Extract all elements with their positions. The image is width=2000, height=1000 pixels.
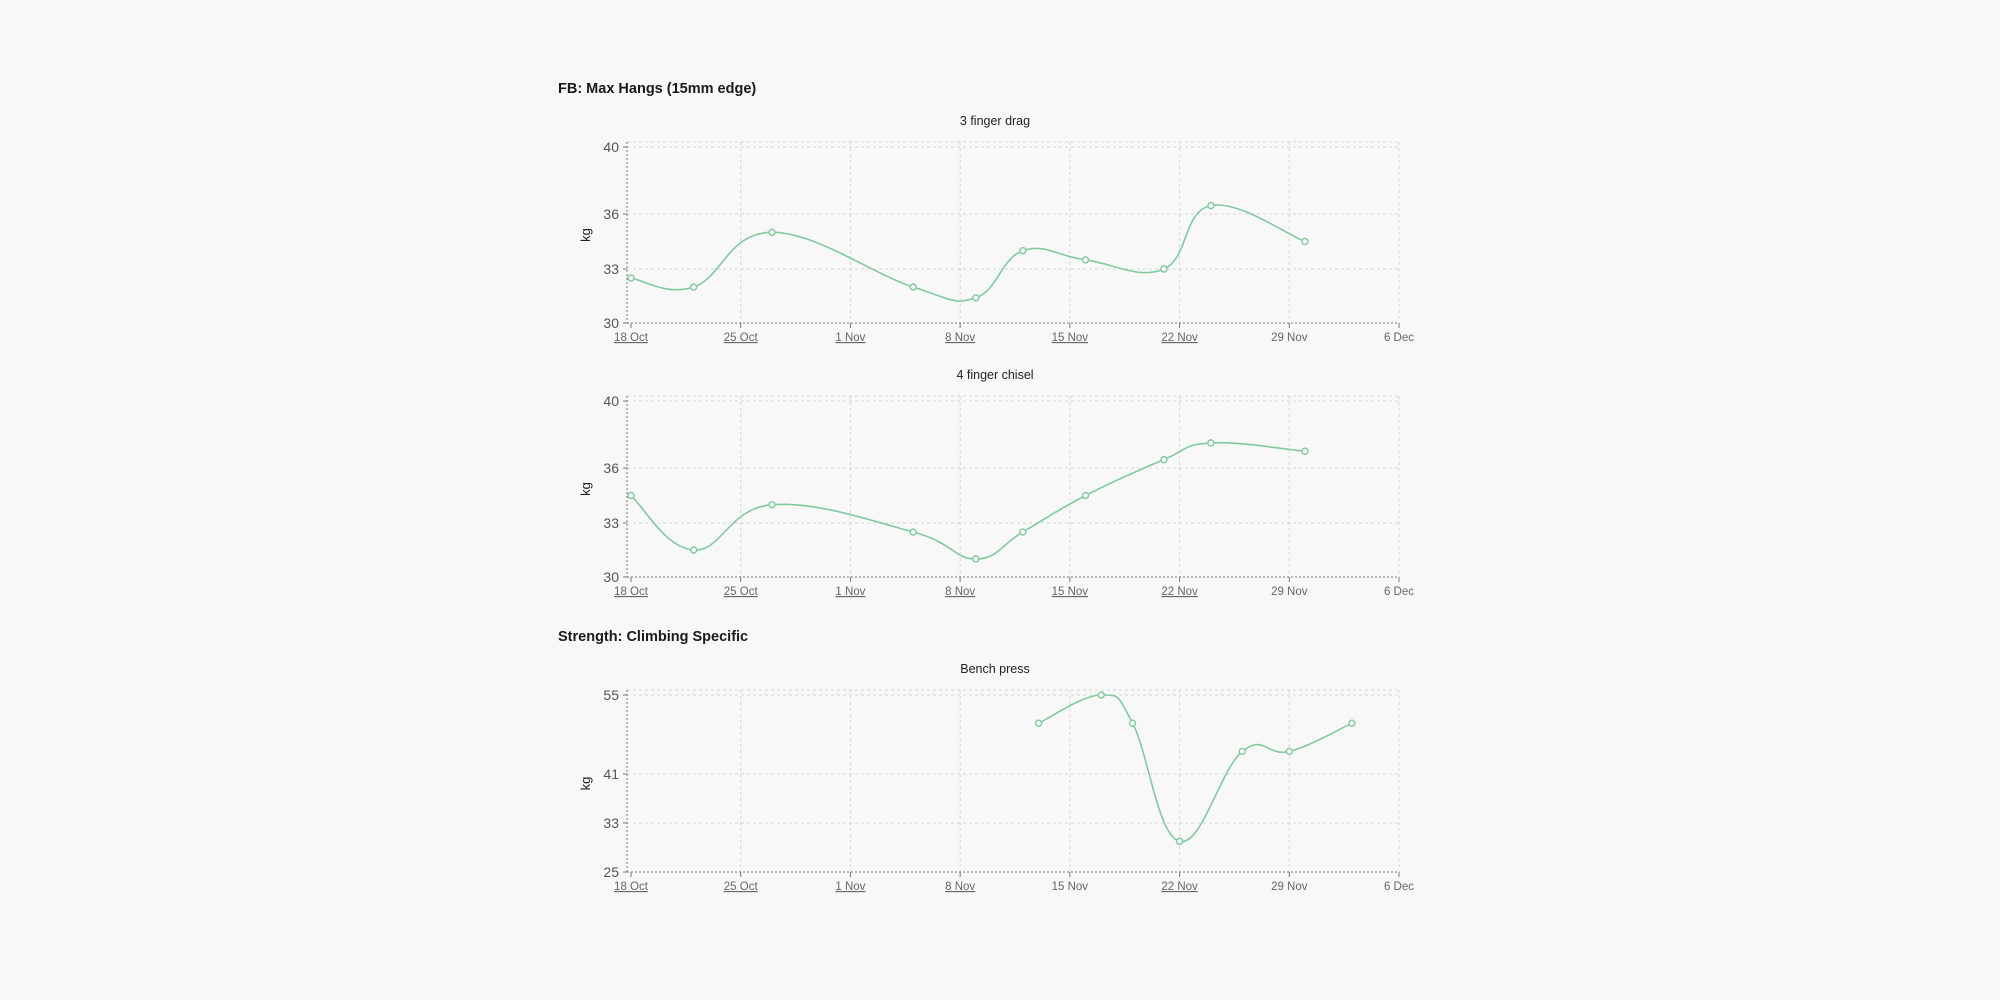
data-point[interactable] <box>972 555 980 563</box>
data-point[interactable] <box>1301 447 1309 455</box>
data-point[interactable] <box>627 274 635 282</box>
data-point[interactable] <box>1207 201 1215 210</box>
chart-4-finger-chisel: 4 finger chisel kg 30 33 36 40 18 Oct 25 Oct 1 N… <box>578 368 1414 598</box>
y-tick-label: 40 <box>603 393 619 409</box>
chart-title: 3 finger drag <box>960 114 1030 128</box>
x-tick-label[interactable]: 8 Nov <box>945 332 975 344</box>
x-tick-label[interactable]: 8 Nov <box>945 586 975 598</box>
y-tick-label: 36 <box>603 206 619 222</box>
x-tick-label: 6 Dec <box>1384 332 1414 344</box>
data-point[interactable] <box>1175 837 1184 846</box>
data-point[interactable] <box>1301 237 1309 246</box>
x-tick-label[interactable]: 22 Nov <box>1161 586 1198 598</box>
x-tick-label[interactable]: 22 Nov <box>1161 332 1198 344</box>
data-point[interactable] <box>909 283 917 291</box>
x-tick-label: 29 Nov <box>1271 586 1308 598</box>
x-tick-label: 29 Nov <box>1271 881 1308 893</box>
x-tick-label[interactable]: 18 Oct <box>614 881 649 893</box>
data-point[interactable] <box>1081 491 1090 500</box>
x-tick-label[interactable]: 15 Nov <box>1052 586 1089 598</box>
x-tick-label: 6 Dec <box>1384 881 1414 893</box>
y-tick-label: 25 <box>603 864 619 880</box>
chart-bench-press: Bench press kg 25 33 41 55 18 Oct 25 Oct 1 Nov 8 … <box>578 662 1414 893</box>
data-point[interactable] <box>1034 719 1043 727</box>
data-point[interactable] <box>1238 747 1246 756</box>
x-tick-label[interactable]: 25 Oct <box>724 586 759 598</box>
section-title-fb-max-hangs: FB: Max Hangs (15mm edge) <box>558 81 757 97</box>
y-tick-label: 55 <box>603 687 619 703</box>
y-tick-label: 33 <box>603 261 619 277</box>
x-tick-label[interactable]: 22 Nov <box>1161 881 1198 893</box>
data-point[interactable] <box>768 500 776 509</box>
y-axis-label: kg <box>578 777 593 791</box>
y-tick-label: 30 <box>603 315 619 331</box>
y-axis-label: kg <box>578 482 593 496</box>
data-point[interactable] <box>768 228 776 237</box>
y-tick-label: 33 <box>603 815 619 831</box>
data-point[interactable] <box>1285 747 1293 756</box>
data-point[interactable] <box>689 283 698 291</box>
data-point[interactable] <box>1019 528 1027 536</box>
data-point[interactable] <box>972 294 980 302</box>
y-tick-label: 40 <box>603 139 619 155</box>
x-tick-label[interactable]: 1 Nov <box>835 881 865 893</box>
data-point[interactable] <box>1019 246 1027 255</box>
y-tick-label: 41 <box>603 766 619 782</box>
x-tick-label[interactable]: 15 Nov <box>1052 332 1089 344</box>
data-point[interactable] <box>1160 455 1168 464</box>
x-tick-label: 6 Dec <box>1384 586 1414 598</box>
data-point[interactable] <box>1081 256 1090 264</box>
x-tick-label[interactable]: 18 Oct <box>614 586 649 598</box>
series-line <box>630 204 1306 302</box>
x-tick-label[interactable]: 8 Nov <box>945 881 975 893</box>
x-tick-label[interactable]: 1 Nov <box>835 332 865 344</box>
chart-title: Bench press <box>960 662 1029 676</box>
chart-title: 4 finger chisel <box>956 368 1033 382</box>
series-line <box>1038 694 1353 843</box>
y-tick-label: 30 <box>603 569 619 585</box>
data-point[interactable] <box>1348 719 1356 727</box>
x-tick-label: 29 Nov <box>1271 332 1308 344</box>
data-point[interactable] <box>1207 439 1215 447</box>
chart-3-finger-drag: 3 finger drag kg 30 33 36 40 18 Oct 25 Oct 1 Nov… <box>578 114 1414 344</box>
data-point[interactable] <box>627 491 635 500</box>
x-tick-label[interactable]: 18 Oct <box>614 332 649 344</box>
x-tick-label[interactable]: 25 Oct <box>724 881 759 893</box>
data-point[interactable] <box>689 546 698 554</box>
data-point[interactable] <box>1128 719 1137 727</box>
data-point[interactable] <box>909 528 917 536</box>
y-axis-label: kg <box>578 228 593 242</box>
x-tick-label: 15 Nov <box>1052 881 1089 893</box>
data-point[interactable] <box>1097 691 1105 699</box>
x-tick-label[interactable]: 25 Oct <box>724 332 759 344</box>
y-tick-label: 36 <box>603 460 619 476</box>
series-line <box>630 441 1306 560</box>
y-tick-label: 33 <box>603 515 619 531</box>
section-title-strength: Strength: Climbing Specific <box>558 629 749 645</box>
x-tick-label[interactable]: 1 Nov <box>835 586 865 598</box>
data-point[interactable] <box>1160 265 1168 273</box>
